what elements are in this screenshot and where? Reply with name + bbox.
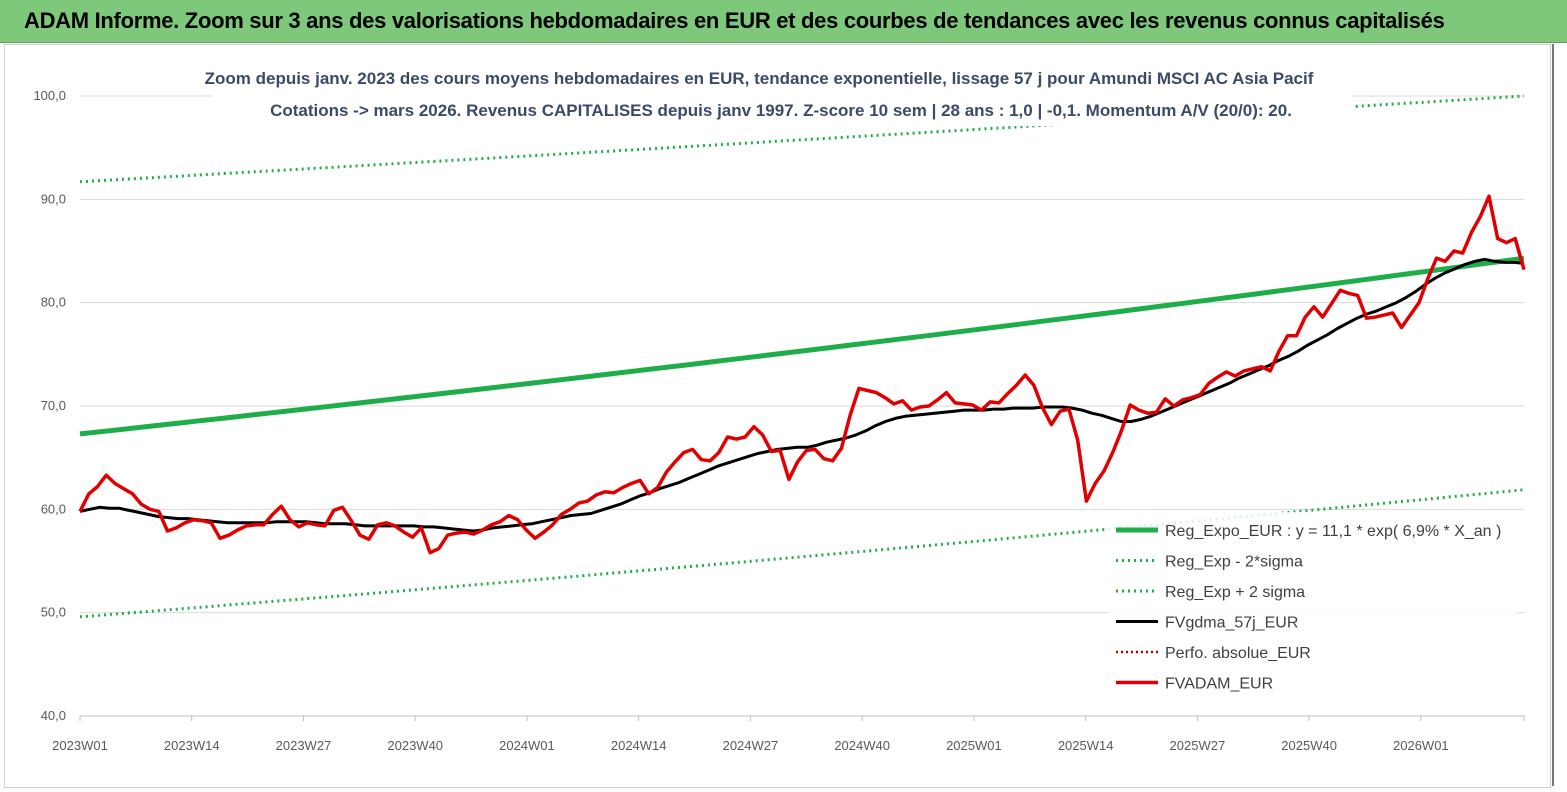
x-tick-label: 2024W40 bbox=[834, 738, 890, 753]
legend-background bbox=[1108, 512, 1518, 702]
chart-title-line1: Zoom depuis janv. 2023 des cours moyens … bbox=[205, 69, 1314, 88]
y-tick-label: 80,0 bbox=[41, 295, 66, 310]
legend: Reg_Expo_EUR : y = 11,1 * exp( 6,9% * X_… bbox=[1108, 512, 1518, 702]
chart-title-line2: Cotations -> mars 2026. Revenus CAPITALI… bbox=[270, 101, 1292, 120]
y-tick-label: 40,0 bbox=[41, 708, 66, 723]
chart-frame bbox=[4, 44, 1551, 788]
legend-label: Reg_Exp - 2*sigma bbox=[1165, 554, 1303, 571]
legend-label: FVADAM_EUR bbox=[1165, 676, 1273, 693]
banner-title: ADAM Informe. Zoom sur 3 ans des valoris… bbox=[24, 8, 1445, 33]
x-tick-label: 2024W27 bbox=[723, 738, 779, 753]
series-trend bbox=[79, 255, 1525, 437]
legend-label: Reg_Expo_EUR : y = 11,1 * exp( 6,9% * X_… bbox=[1165, 523, 1501, 540]
y-axis-ticks: 100,0 90,0 80,0 70,0 60,0 50,0 40,0 bbox=[33, 88, 66, 723]
x-tick-label: 2023W01 bbox=[52, 738, 108, 753]
y-tick-label: 60,0 bbox=[41, 501, 66, 516]
x-tick-label: 2025W27 bbox=[1170, 738, 1226, 753]
y-tick-label: 100,0 bbox=[33, 88, 66, 103]
x-tick-label: 2025W01 bbox=[946, 738, 1002, 753]
x-tick-label: 2026W01 bbox=[1393, 738, 1449, 753]
legend-label: FVgdma_57j_EUR bbox=[1165, 615, 1298, 632]
legend-label: Reg_Exp + 2 sigma bbox=[1165, 584, 1305, 601]
window-edge bbox=[1552, 44, 1554, 786]
y-tick-label: 70,0 bbox=[41, 398, 66, 413]
banner: ADAM Informe. Zoom sur 3 ans des valoris… bbox=[0, 0, 1567, 43]
series-upper-band bbox=[79, 94, 1525, 184]
x-tick-label: 2023W40 bbox=[387, 738, 443, 753]
series-price bbox=[78, 194, 1526, 555]
x-axis-ticks: 2023W01 2023W14 2023W27 2023W40 2024W01 2024W… bbox=[52, 715, 1525, 753]
x-tick-label: 2025W14 bbox=[1058, 738, 1114, 753]
legend-label: Perfo. absolue_EUR bbox=[1165, 645, 1311, 662]
x-tick-label: 2024W14 bbox=[611, 738, 667, 753]
y-tick-label: 90,0 bbox=[41, 191, 66, 206]
x-tick-label: 2023W14 bbox=[164, 738, 220, 753]
x-tick-label: 2025W40 bbox=[1281, 738, 1337, 753]
title-background bbox=[212, 64, 1352, 126]
x-tick-label: 2024W01 bbox=[499, 738, 555, 753]
x-tick-label: 2023W27 bbox=[276, 738, 332, 753]
y-tick-label: 50,0 bbox=[41, 605, 66, 620]
series-smoothed bbox=[79, 257, 1525, 533]
